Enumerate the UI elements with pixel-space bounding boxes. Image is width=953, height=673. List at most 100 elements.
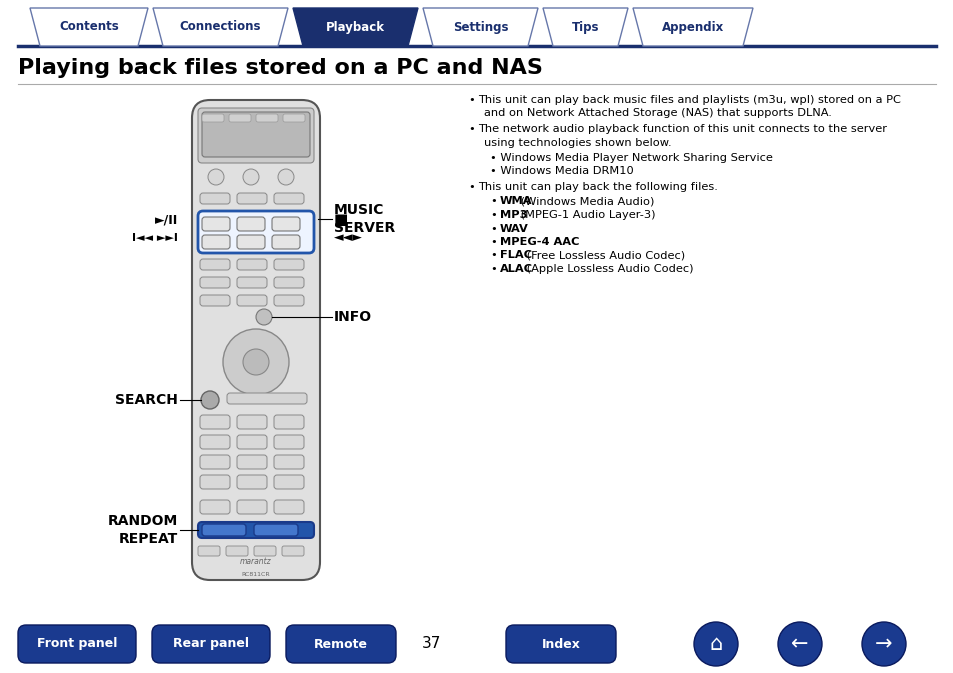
Polygon shape [633, 8, 752, 46]
FancyBboxPatch shape [226, 546, 248, 556]
FancyBboxPatch shape [236, 235, 265, 249]
Text: •: • [468, 124, 475, 134]
FancyBboxPatch shape [200, 500, 230, 514]
FancyBboxPatch shape [274, 500, 304, 514]
Text: •: • [490, 197, 497, 207]
Text: INFO: INFO [334, 310, 372, 324]
FancyBboxPatch shape [198, 522, 314, 538]
Circle shape [862, 622, 905, 666]
FancyBboxPatch shape [236, 475, 267, 489]
Polygon shape [30, 8, 148, 46]
Text: ►/II: ►/II [154, 213, 178, 227]
FancyBboxPatch shape [272, 235, 299, 249]
FancyBboxPatch shape [200, 415, 230, 429]
FancyBboxPatch shape [18, 625, 136, 663]
Text: •: • [490, 223, 497, 234]
Text: This unit can play back the following files.: This unit can play back the following fi… [477, 182, 717, 192]
FancyBboxPatch shape [236, 193, 267, 204]
FancyBboxPatch shape [274, 475, 304, 489]
FancyBboxPatch shape [236, 259, 267, 270]
Text: Appendix: Appendix [661, 20, 723, 34]
Text: •: • [490, 210, 497, 220]
Circle shape [778, 622, 821, 666]
FancyBboxPatch shape [200, 475, 230, 489]
Text: Index: Index [541, 637, 579, 651]
Text: • Windows Media Player Network Sharing Service: • Windows Media Player Network Sharing S… [490, 153, 772, 163]
Text: ←: ← [790, 634, 808, 654]
FancyBboxPatch shape [200, 435, 230, 449]
Text: The network audio playback function of this unit connects to the server: The network audio playback function of t… [477, 124, 886, 134]
Circle shape [255, 309, 272, 325]
FancyBboxPatch shape [229, 114, 251, 122]
Circle shape [693, 622, 738, 666]
Text: This unit can play back music files and playlists (m3u, wpl) stored on a PC: This unit can play back music files and … [477, 95, 900, 105]
Text: I◄◄ ►►I: I◄◄ ►►I [132, 233, 178, 243]
FancyBboxPatch shape [274, 193, 304, 204]
FancyBboxPatch shape [236, 217, 265, 231]
FancyBboxPatch shape [236, 435, 267, 449]
Text: ■: ■ [334, 213, 348, 227]
FancyBboxPatch shape [505, 625, 616, 663]
FancyBboxPatch shape [253, 546, 275, 556]
Text: Remote: Remote [314, 637, 368, 651]
FancyBboxPatch shape [253, 524, 297, 536]
Text: (MPEG-1 Audio Layer-3): (MPEG-1 Audio Layer-3) [517, 210, 656, 220]
FancyBboxPatch shape [274, 455, 304, 469]
Text: and on Network Attached Storage (NAS) that supports DLNA.: and on Network Attached Storage (NAS) th… [483, 108, 831, 118]
Text: Tips: Tips [571, 20, 598, 34]
Text: MPEG-4 AAC: MPEG-4 AAC [499, 237, 578, 247]
Text: RANDOM
REPEAT: RANDOM REPEAT [108, 514, 178, 546]
Text: •: • [490, 237, 497, 247]
Text: using technologies shown below.: using technologies shown below. [483, 137, 671, 147]
FancyBboxPatch shape [236, 500, 267, 514]
Text: Front panel: Front panel [37, 637, 117, 651]
Text: Playback: Playback [326, 20, 385, 34]
Polygon shape [152, 8, 288, 46]
FancyBboxPatch shape [274, 277, 304, 288]
FancyBboxPatch shape [198, 546, 220, 556]
Text: •: • [468, 95, 475, 105]
Polygon shape [542, 8, 627, 46]
FancyBboxPatch shape [286, 625, 395, 663]
FancyBboxPatch shape [202, 112, 310, 157]
FancyBboxPatch shape [236, 295, 267, 306]
Text: Connections: Connections [179, 20, 261, 34]
Text: •: • [468, 182, 475, 192]
Circle shape [223, 329, 289, 395]
FancyBboxPatch shape [283, 114, 305, 122]
FancyBboxPatch shape [236, 415, 267, 429]
FancyBboxPatch shape [274, 259, 304, 270]
Text: ◄◄►: ◄◄► [334, 232, 362, 244]
FancyBboxPatch shape [272, 217, 299, 231]
Text: MP3: MP3 [499, 210, 527, 220]
FancyBboxPatch shape [192, 100, 319, 580]
FancyBboxPatch shape [202, 114, 224, 122]
Text: Playing back files stored on a PC and NAS: Playing back files stored on a PC and NA… [18, 58, 542, 78]
Polygon shape [422, 8, 537, 46]
FancyBboxPatch shape [200, 193, 230, 204]
Text: (Windows Media Audio): (Windows Media Audio) [517, 197, 654, 207]
Text: (Apple Lossless Audio Codec): (Apple Lossless Audio Codec) [522, 264, 693, 274]
FancyBboxPatch shape [227, 393, 307, 404]
Text: ALAC: ALAC [499, 264, 533, 274]
FancyBboxPatch shape [198, 211, 314, 253]
Circle shape [243, 169, 258, 185]
Circle shape [277, 169, 294, 185]
FancyBboxPatch shape [274, 415, 304, 429]
FancyBboxPatch shape [202, 235, 230, 249]
Text: marantz: marantz [240, 557, 272, 567]
FancyBboxPatch shape [255, 114, 277, 122]
FancyBboxPatch shape [274, 295, 304, 306]
FancyBboxPatch shape [236, 277, 267, 288]
Text: →: → [874, 634, 892, 654]
FancyBboxPatch shape [200, 455, 230, 469]
Text: •: • [490, 264, 497, 274]
Text: ⌂: ⌂ [709, 634, 721, 654]
Text: • Windows Media DRM10: • Windows Media DRM10 [490, 166, 633, 176]
Circle shape [208, 169, 224, 185]
Text: Settings: Settings [453, 20, 508, 34]
FancyBboxPatch shape [198, 108, 314, 163]
Text: 37: 37 [422, 637, 441, 651]
Circle shape [201, 391, 219, 409]
Circle shape [243, 349, 269, 375]
